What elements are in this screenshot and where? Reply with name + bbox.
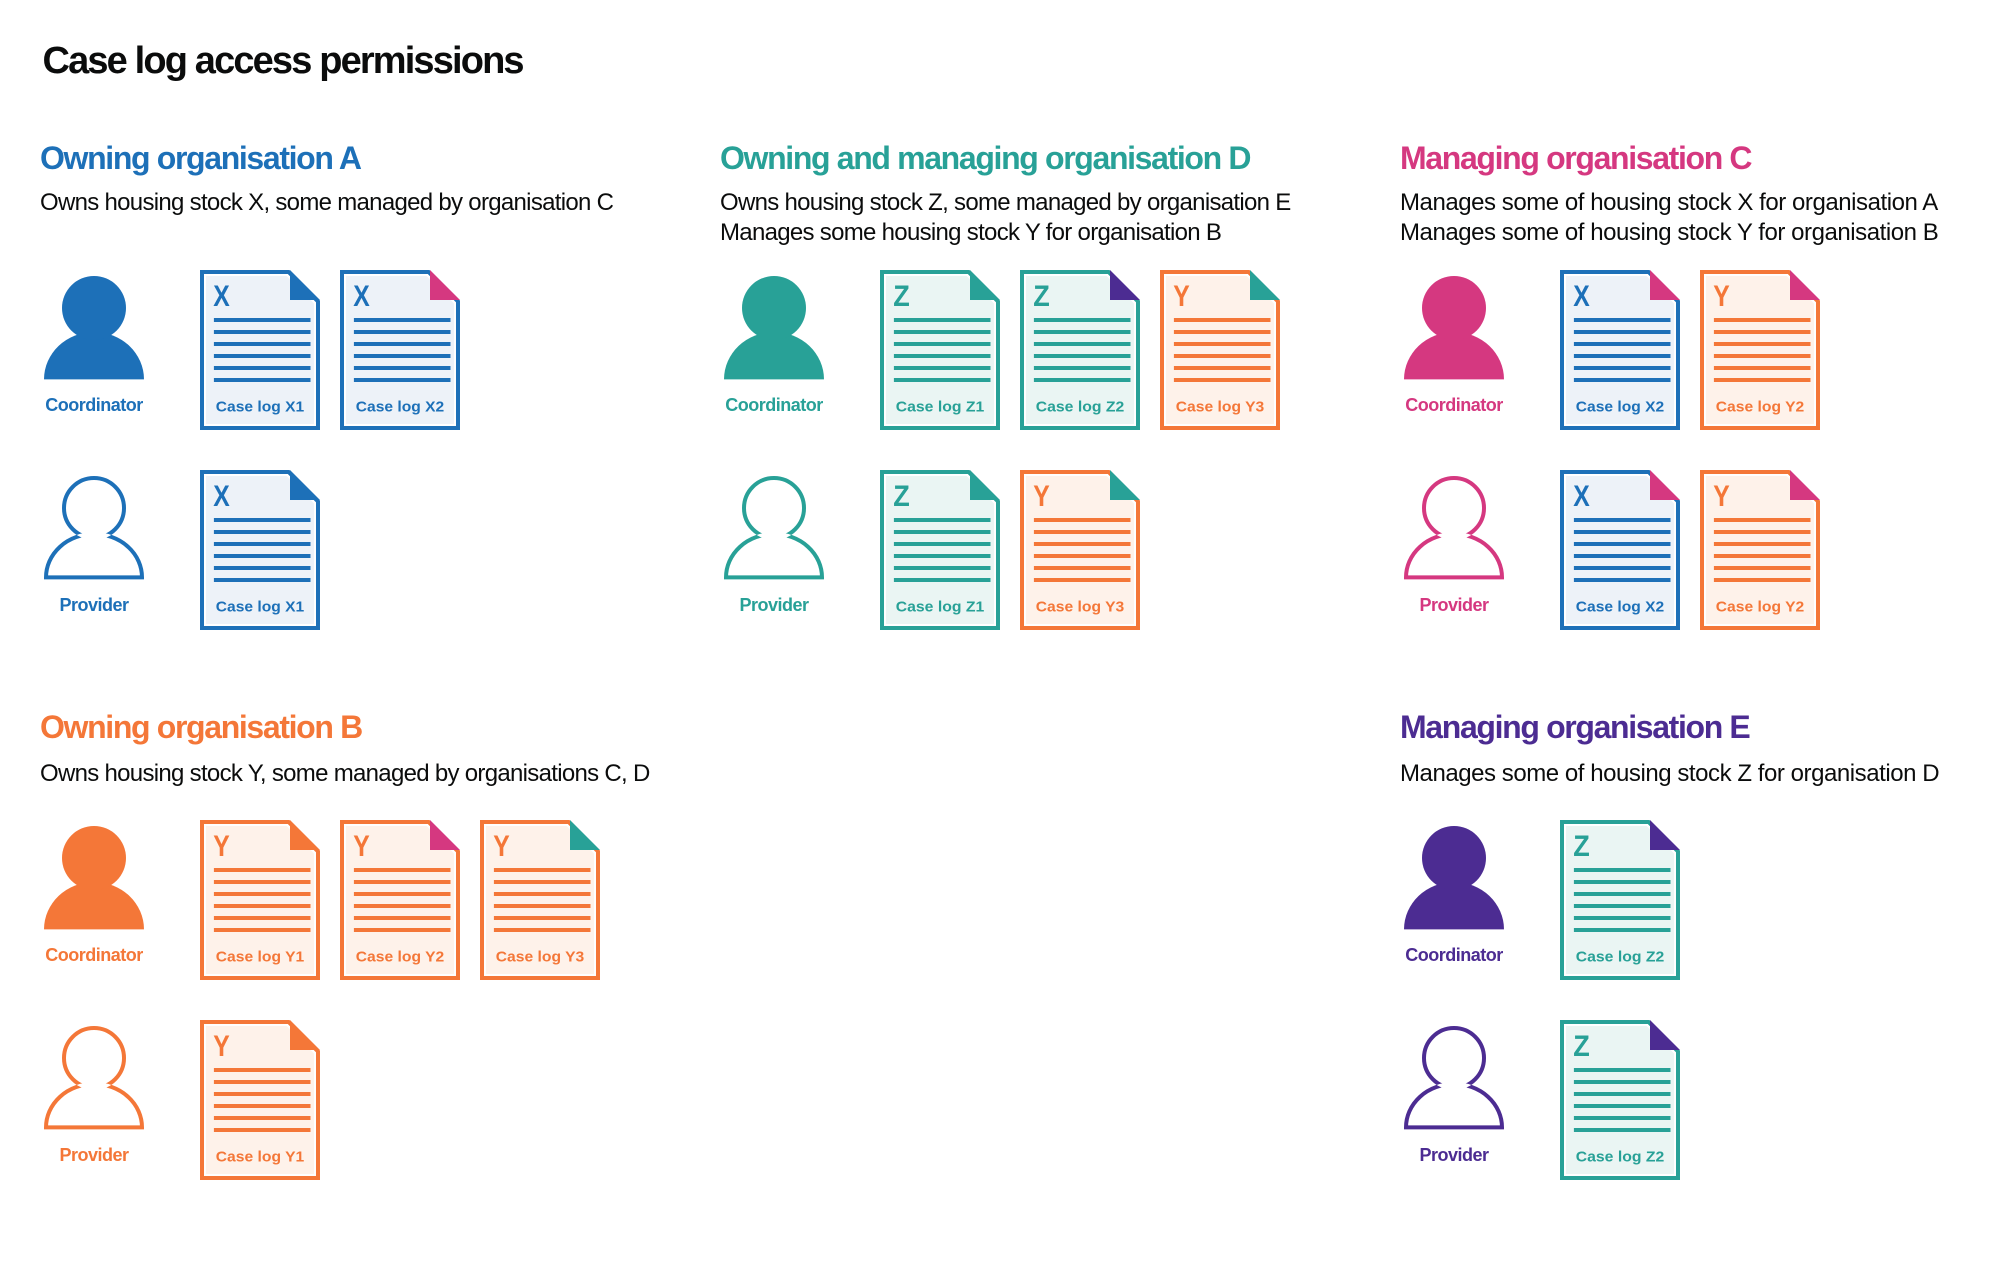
svg-text:Case log Z1: Case log Z1: [896, 398, 985, 415]
svg-text:Y: Y: [353, 830, 370, 863]
svg-text:Case log X1: Case log X1: [216, 598, 305, 615]
svg-text:Case log X2: Case log X2: [1576, 598, 1665, 615]
svg-text:X: X: [353, 280, 370, 313]
svg-text:Y: Y: [213, 1030, 230, 1063]
svg-text:Case log Z2: Case log Z2: [1576, 948, 1665, 965]
svg-text:Z: Z: [893, 280, 910, 313]
svg-text:Case log Y3: Case log Y3: [1176, 398, 1265, 415]
svg-text:Z: Z: [1573, 1030, 1590, 1063]
svg-text:Z: Z: [1573, 830, 1590, 863]
svg-text:Case log Y3: Case log Y3: [496, 948, 585, 965]
svg-text:Case log Y1: Case log Y1: [216, 948, 305, 965]
svg-text:Z: Z: [893, 480, 910, 513]
svg-text:X: X: [1573, 280, 1590, 313]
svg-text:X: X: [213, 280, 230, 313]
svg-text:Y: Y: [493, 830, 510, 863]
svg-text:Case log X2: Case log X2: [356, 398, 445, 415]
svg-text:Case log Y2: Case log Y2: [1716, 598, 1805, 615]
svg-text:Case log Z2: Case log Z2: [1036, 398, 1125, 415]
svg-text:Case log Z1: Case log Z1: [896, 598, 985, 615]
svg-text:Y: Y: [1713, 480, 1730, 513]
svg-text:Y: Y: [1713, 280, 1730, 313]
svg-text:Case log Y2: Case log Y2: [356, 948, 445, 965]
svg-text:X: X: [213, 480, 230, 513]
svg-text:Case log Y2: Case log Y2: [1716, 398, 1805, 415]
svg-text:Case log Z2: Case log Z2: [1576, 1148, 1665, 1165]
svg-text:Case log X1: Case log X1: [216, 398, 305, 415]
svg-text:Case log Y3: Case log Y3: [1036, 598, 1125, 615]
svg-text:Z: Z: [1033, 280, 1050, 313]
svg-text:Y: Y: [213, 830, 230, 863]
svg-text:Case log Y1: Case log Y1: [216, 1148, 305, 1165]
svg-text:Y: Y: [1173, 280, 1190, 313]
svg-text:Case log X2: Case log X2: [1576, 398, 1665, 415]
svg-text:Y: Y: [1033, 480, 1050, 513]
svg-text:X: X: [1573, 480, 1590, 513]
